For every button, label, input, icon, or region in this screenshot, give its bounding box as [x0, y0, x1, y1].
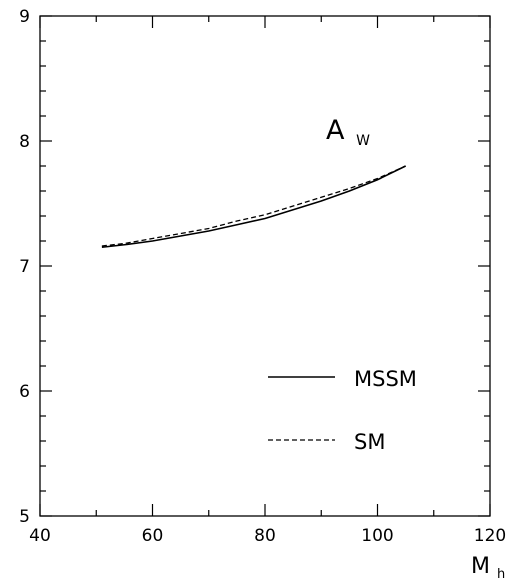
y-tick-label: 8 [19, 132, 30, 152]
y-tick-label: 9 [19, 7, 30, 27]
x-tick-label: 40 [29, 526, 51, 546]
legend-label-sm: SM [354, 430, 385, 454]
axis-tick-labels: 40 60 80 100 120 5 6 7 8 9 [19, 7, 506, 546]
annotation-main: A [326, 115, 345, 146]
plot-frame [39, 15, 491, 517]
x-axis-label-main: M [471, 554, 490, 579]
x-tick-label: 120 [474, 526, 506, 546]
series-layer [101, 165, 406, 249]
x-axis-label: M h [471, 554, 505, 582]
x-axis-label-subscript: h [497, 567, 505, 582]
legend: MSSM SM [268, 367, 417, 454]
y-tick-label: 5 [19, 507, 30, 527]
legend-label-mssm: MSSM [354, 367, 417, 391]
x-tick-label: 60 [142, 526, 164, 546]
annotation-a-w: A W [326, 115, 370, 149]
axis-ticks [39, 15, 491, 517]
series-line-mssm [101, 165, 406, 249]
y-tick-label: 6 [19, 382, 30, 402]
x-tick-label: 80 [254, 526, 276, 546]
y-tick-label: 7 [19, 257, 30, 277]
x-tick-label: 100 [361, 526, 393, 546]
annotation-subscript: W [356, 133, 370, 149]
series-line-sm [101, 165, 406, 247]
